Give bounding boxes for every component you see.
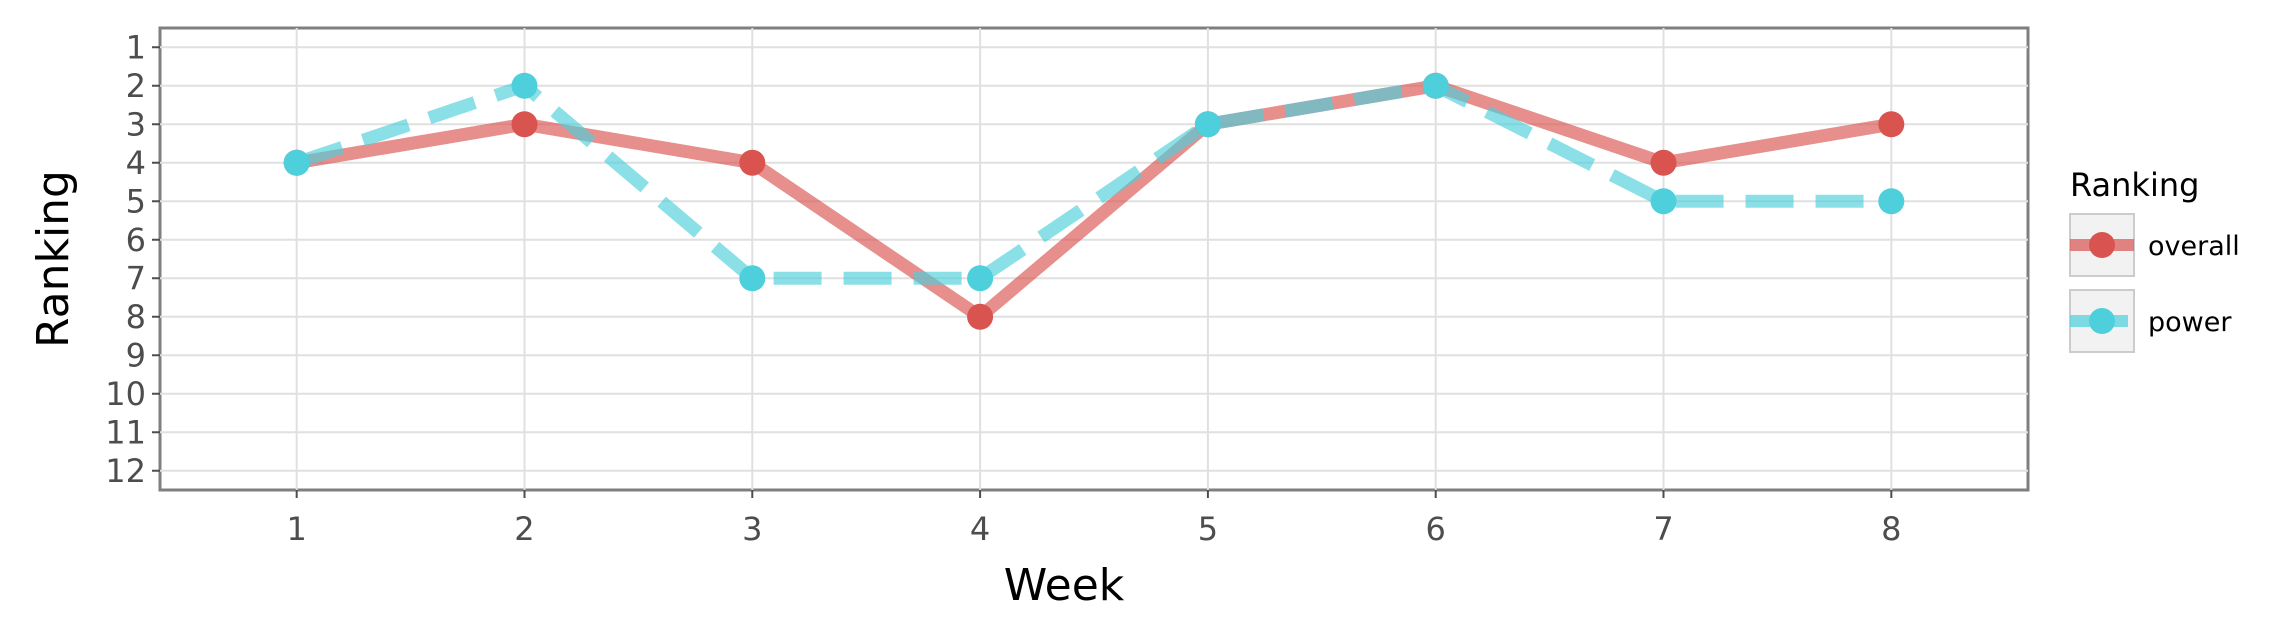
y-tick-label: 7 [126,259,146,297]
y-tick-label: 6 [126,221,146,259]
plot-panel [158,26,2030,492]
y-tick-label: 1 [126,28,146,66]
series-layer [283,72,1905,330]
series-power [283,72,1905,292]
y-tick-label: 11 [105,413,146,451]
legend: Ranking overall power [2069,166,2240,353]
data-point-overall [1878,111,1905,138]
y-tick-label: 10 [105,375,146,413]
y-tick-label: 3 [126,105,146,143]
data-point-power [739,265,766,292]
y-tick-label: 2 [126,67,146,105]
x-tick-label: 1 [287,510,307,548]
series-line-power [294,79,1892,285]
x-axis-title: Week [1004,560,1125,611]
data-point-power [1650,188,1677,215]
data-point-overall [1650,149,1677,176]
legend-item-overall: overall [2069,213,2240,277]
y-axis-title: Ranking [28,170,79,348]
x-tick-label: 6 [1426,510,1446,548]
legend-item-power: power [2069,289,2232,353]
y-tick-label: 8 [126,298,146,336]
x-tick-label: 8 [1881,510,1901,548]
x-tick-label: 7 [1653,510,1673,548]
y-tick-label: 9 [126,336,146,374]
data-point-overall [967,303,994,330]
legend-title: Ranking [2070,166,2199,204]
data-point-power [283,149,310,176]
x-axis: 1 2 3 4 5 6 7 8 [287,490,1901,548]
y-tick-label: 12 [105,452,146,490]
y-tick-label: 4 [126,144,146,182]
data-point-overall [739,149,766,176]
series-line-overall [295,79,1893,324]
y-tick-label: 5 [126,182,146,220]
legend-key-marker [2089,308,2115,334]
data-point-power [1422,72,1449,99]
legend-label: overall [2148,231,2240,262]
x-tick-label: 5 [1198,510,1218,548]
data-point-overall [511,111,538,138]
legend-label: power [2148,307,2232,338]
data-point-power [967,265,994,292]
x-tick-label: 2 [514,510,534,548]
data-point-power [1878,188,1905,215]
legend-key-marker [2089,232,2115,258]
data-point-power [1194,111,1221,138]
x-tick-label: 3 [742,510,762,548]
x-tick-label: 4 [970,510,990,548]
data-point-power [511,72,538,99]
